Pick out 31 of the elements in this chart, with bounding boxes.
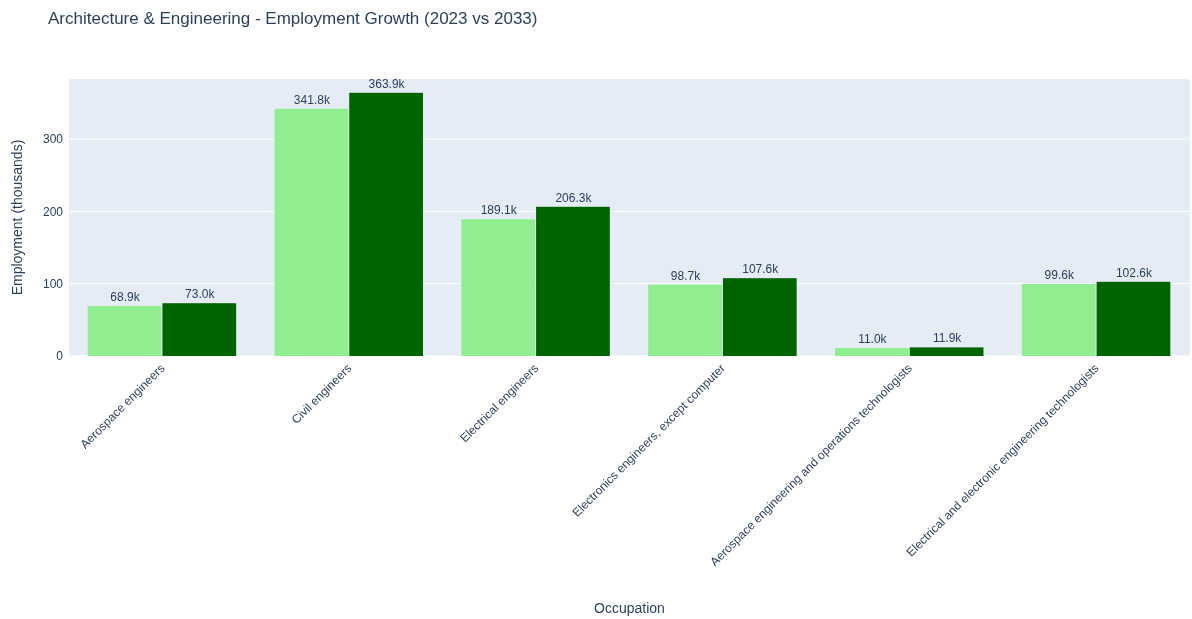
bar — [87, 306, 162, 356]
bar — [722, 278, 797, 356]
data-label: 189.1k — [480, 203, 518, 218]
data-label: 98.7k — [670, 268, 702, 283]
data-label: 341.8k — [293, 92, 331, 107]
bar — [536, 206, 610, 356]
bar — [835, 348, 909, 356]
y-tick-label: 300 — [42, 132, 64, 147]
bar — [648, 284, 722, 356]
bar — [1021, 283, 1096, 356]
data-label: 107.6k — [742, 262, 780, 277]
x-axis-title: Occupation — [594, 600, 665, 616]
bar — [162, 303, 237, 356]
data-label: 363.9k — [368, 76, 406, 91]
bar — [461, 219, 536, 356]
data-label: 68.9k — [110, 290, 141, 305]
bar — [274, 108, 349, 356]
data-label: 73.0k — [185, 287, 216, 302]
y-tick-label: 100 — [42, 276, 64, 291]
chart-title: Architecture & Engineering - Employment Growth (2023 vs 2033) — [48, 9, 538, 28]
data-label: 102.6k — [1115, 265, 1153, 280]
data-label: 11.9k — [932, 331, 963, 346]
data-label: 11.0k — [858, 332, 888, 347]
bar — [909, 347, 984, 356]
bar — [1096, 281, 1171, 356]
bar — [349, 92, 423, 356]
y-tick-label: 0 — [56, 349, 64, 364]
data-label: 99.6k — [1044, 267, 1075, 282]
y-tick-label: 200 — [42, 204, 64, 219]
y-axis-title: Employment (thousands) — [9, 139, 25, 296]
data-label: 206.3k — [555, 190, 593, 205]
